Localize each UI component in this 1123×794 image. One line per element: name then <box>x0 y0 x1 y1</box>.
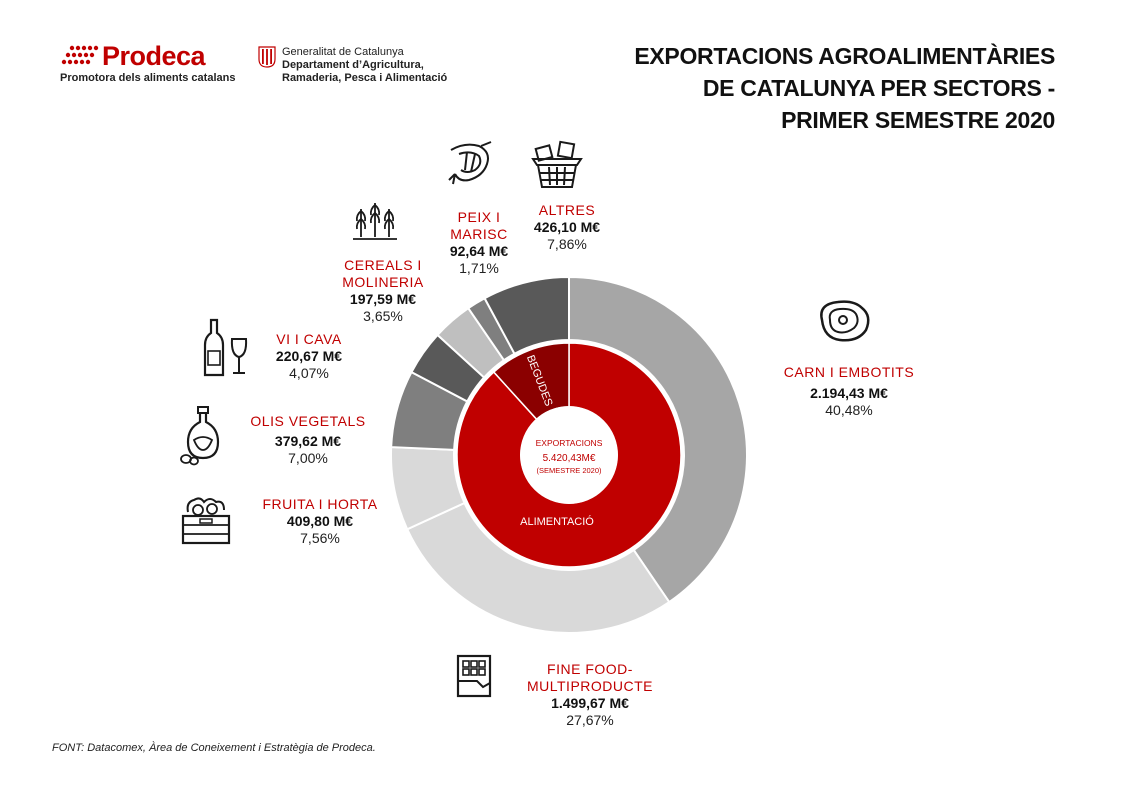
center-label-line3: (SEMESTRE 2020) <box>536 466 602 475</box>
title-line1: EXPORTACIONS AGROALIMENTÀRIES <box>634 43 1055 69</box>
generalitat-line3: Ramaderia, Pesca i Alimentació <box>282 72 448 84</box>
label-fruita-horta: FRUITA I HORTA 409,80 M€ 7,56% <box>250 496 390 547</box>
sector-value: 409,80 M€ <box>286 513 354 529</box>
label-cereals-molineria: CEREALS I MOLINERIA 197,59 M€ 3,65% <box>323 257 443 325</box>
label-vi-cava: VI I CAVA 220,67 M€ 4,07% <box>249 331 369 382</box>
label-carn-embotits: CARN I EMBOTITS 2.194,43 M€ 40,48% <box>779 364 919 419</box>
title-line3: PRIMER SEMESTRE 2020 <box>781 107 1055 133</box>
sector-value: 220,67 M€ <box>275 348 343 364</box>
sector-pct: 27,67% <box>566 712 614 728</box>
sector-value: 2.194,43 M€ <box>810 385 888 401</box>
prodeca-brand: Prodeca <box>102 41 206 71</box>
sector-value: 1.499,67 M€ <box>551 695 629 711</box>
sector-value: 379,62 M€ <box>274 433 342 449</box>
inner-label-alimentacio: ALIMENTACIÓ <box>520 515 594 528</box>
prodeca-logo: Prodeca Promotora dels aliments catalans <box>60 41 235 84</box>
sector-pct: 7,56% <box>300 530 340 546</box>
generalitat-line2: Departament d’Agricultura, <box>282 59 424 71</box>
center-label-line1: EXPORTACIONS <box>536 438 603 448</box>
generalitat-line1: Generalitat de Catalunya <box>282 46 404 58</box>
sector-value: 92,64 M€ <box>449 243 509 259</box>
prodeca-tagline: Promotora dels aliments catalans <box>60 72 236 84</box>
sector-pct: 40,48% <box>825 402 873 418</box>
center-label-line2: 5.420,43M€ <box>543 453 596 464</box>
sector-name-line2: MARISC <box>450 226 508 242</box>
chocolate-bar-icon <box>456 654 492 698</box>
label-altres: ALTRES 426,10 M€ 7,86% <box>522 202 612 253</box>
sector-name: FRUITA I HORTA <box>262 496 378 512</box>
label-olis-vegetals: OLIS VEGETALS 379,62 M€ 7,00% <box>238 413 378 467</box>
sector-pct: 3,65% <box>363 308 403 324</box>
oil-bottle-icon <box>180 406 220 466</box>
sector-name: CARN I EMBOTITS <box>783 364 915 380</box>
vegetable-crate-icon <box>181 497 231 545</box>
sector-name: PEIX I <box>457 209 501 225</box>
outer-slice-7 <box>483 275 570 356</box>
outer-ring <box>390 275 748 634</box>
sector-pct: 1,71% <box>459 260 499 276</box>
page-title: EXPORTACIONS AGROALIMENTÀRIES DE CATALUN… <box>634 40 1055 136</box>
sector-value: 197,59 M€ <box>349 291 417 307</box>
prodeca-dots-icon <box>61 45 99 65</box>
title-line2: DE CATALUNYA PER SECTORS - <box>702 75 1055 101</box>
outer-slice-1 <box>405 501 671 634</box>
donut-center-hole <box>520 406 618 504</box>
sector-pct: 7,00% <box>288 450 328 466</box>
sector-name-line2: MULTIPRODUCTE <box>526 678 654 694</box>
label-peix-marisc: PEIX I MARISC 92,64 M€ 1,71% <box>434 209 524 277</box>
source-note: FONT: Datacomex, Àrea de Coneixement i E… <box>52 742 376 754</box>
wheat-icon <box>353 203 397 240</box>
sector-name: CEREALS I <box>344 257 422 273</box>
basket-icon <box>531 140 583 188</box>
sector-name: OLIS VEGETALS <box>250 413 366 429</box>
label-fine-food: FINE FOOD- MULTIPRODUCTE 1.499,67 M€ 27,… <box>515 661 665 729</box>
generalitat-shield-icon <box>258 46 276 68</box>
shrimp-icon <box>448 141 492 185</box>
wine-bottle-glass-icon <box>203 318 248 377</box>
sector-name: FINE FOOD- <box>547 661 633 677</box>
sector-name: VI I CAVA <box>276 331 342 347</box>
sector-name: ALTRES <box>538 202 596 218</box>
outer-slice-0 <box>568 275 748 604</box>
meat-steak-icon <box>820 300 870 342</box>
sector-name-line2: MOLINERIA <box>342 274 424 290</box>
sector-pct: 7,86% <box>547 236 587 252</box>
sector-pct: 4,07% <box>289 365 329 381</box>
sector-value: 426,10 M€ <box>533 219 601 235</box>
